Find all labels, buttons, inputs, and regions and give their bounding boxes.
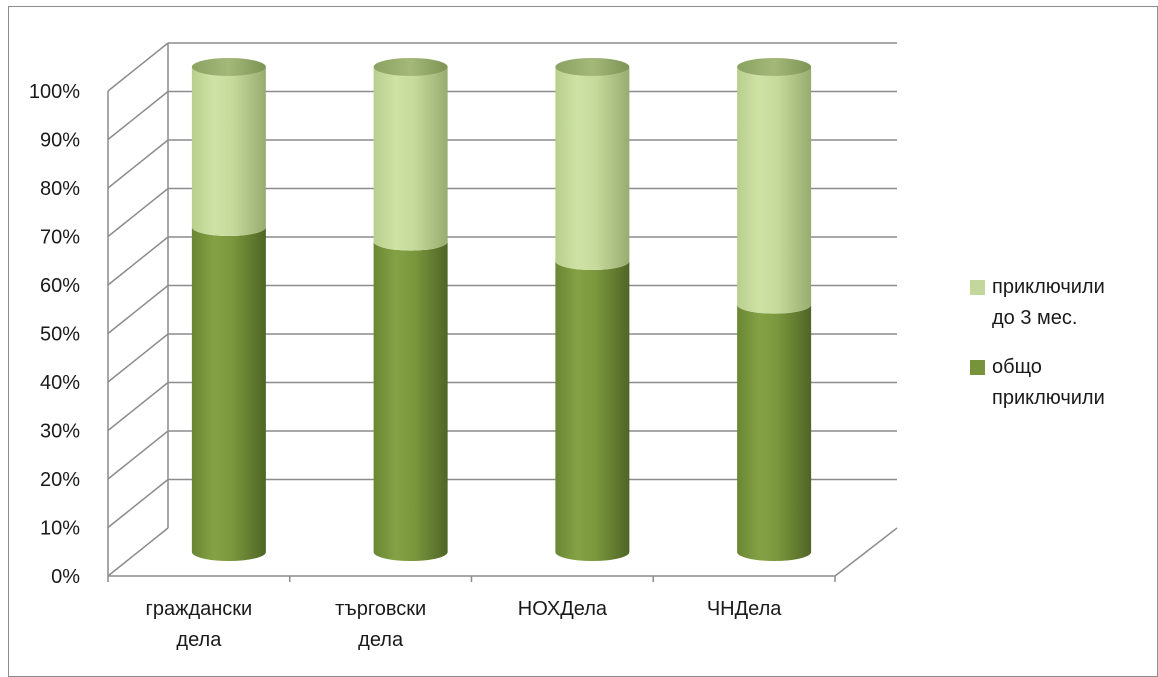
bar-segment — [737, 304, 812, 561]
bar-stack — [373, 58, 448, 561]
legend-item: общо приключили — [970, 352, 1150, 414]
legend: приключили до 3 мес. общо приключили — [970, 272, 1150, 432]
legend-swatch — [970, 360, 985, 375]
bar-top-cap — [555, 58, 630, 76]
bar-segment — [737, 67, 812, 314]
y-tick-label: 80% — [40, 178, 80, 200]
bar-segment — [191, 67, 266, 237]
y-tick-label: 60% — [40, 275, 80, 297]
y-tick-label: 50% — [40, 324, 80, 346]
bar-top-cap — [373, 58, 448, 76]
y-tick-label: 20% — [40, 469, 80, 491]
x-tick-label: НОХДела — [518, 598, 608, 620]
y-tick-label: 0% — [51, 566, 80, 588]
bar-top-cap — [737, 58, 812, 76]
legend-label: приключили — [992, 387, 1105, 409]
x-tick-label: ЧНДела — [707, 598, 782, 620]
y-tick-label: 30% — [40, 421, 80, 443]
bar-segment — [555, 67, 630, 270]
bar-stack — [737, 58, 812, 561]
legend-label: общо — [992, 356, 1042, 378]
y-tick-label: 10% — [40, 518, 80, 540]
legend-label: до 3 мес. — [992, 307, 1078, 329]
bar-segment — [191, 227, 266, 562]
x-tick-label: търговски дела — [335, 598, 426, 651]
y-tick-label: 40% — [40, 372, 80, 394]
y-tick-label: 100% — [29, 81, 80, 103]
bar-segment — [373, 241, 448, 561]
legend-item: приключили до 3 мес. — [970, 272, 1150, 334]
bar-stack — [191, 58, 266, 562]
bar-segment — [555, 261, 630, 561]
y-tick-label: 70% — [40, 227, 80, 249]
x-tick-label: граждански дела — [146, 598, 253, 651]
legend-label: приключили — [992, 276, 1105, 298]
y-tick-label: 90% — [40, 130, 80, 152]
gridline — [107, 42, 897, 92]
bar-segment — [373, 67, 448, 251]
bar-top-cap — [191, 58, 266, 76]
bar-stack — [555, 58, 630, 561]
legend-swatch — [970, 280, 985, 295]
